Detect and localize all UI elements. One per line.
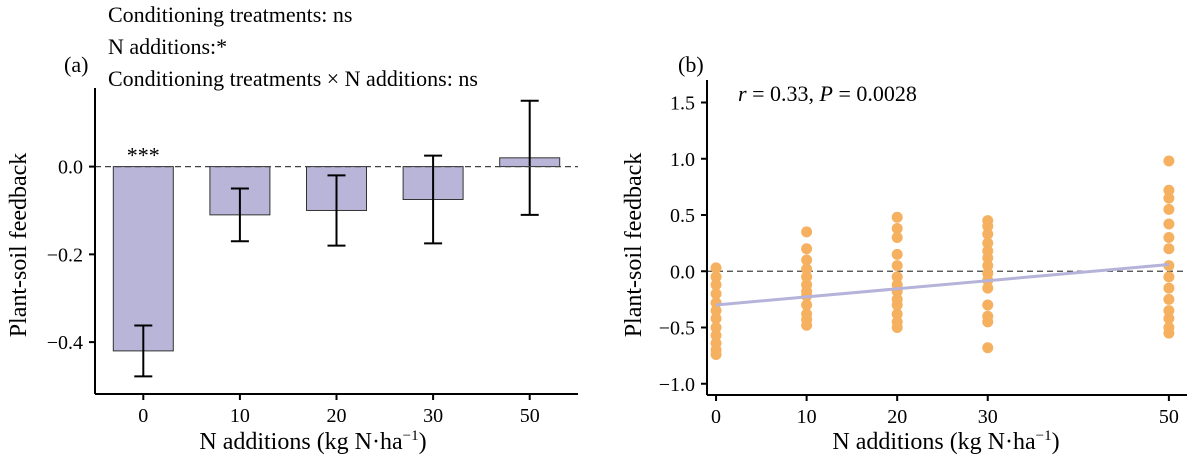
data-point xyxy=(982,237,994,249)
data-point xyxy=(710,329,722,341)
x-tick-label: 50 xyxy=(1159,406,1179,428)
data-point xyxy=(1163,293,1175,305)
stat-n-additions: N additions:* xyxy=(108,34,227,59)
x-tick-label: 30 xyxy=(423,405,443,427)
panel-b-label: (b) xyxy=(678,52,704,77)
y-tick-label: 0.5 xyxy=(670,205,695,227)
x-tick-label: 0 xyxy=(711,406,721,428)
data-point xyxy=(1163,184,1175,196)
data-point xyxy=(982,342,994,354)
data-point xyxy=(891,260,903,272)
data-point xyxy=(1163,232,1175,243)
data-point xyxy=(1163,282,1175,294)
data-point xyxy=(1163,305,1175,317)
y-tick-label: 0.0 xyxy=(58,157,83,179)
data-point xyxy=(710,349,722,360)
data-point xyxy=(982,252,994,264)
data-point xyxy=(1163,313,1175,324)
x-tick-label: 10 xyxy=(230,405,250,427)
data-point xyxy=(710,262,722,274)
error-bar-10 xyxy=(230,187,249,243)
x-tick-label: 20 xyxy=(887,406,907,428)
y-tick-label: −0.4 xyxy=(47,332,83,354)
y-tick-label: 1.0 xyxy=(670,149,695,171)
data-point xyxy=(710,313,722,324)
data-point xyxy=(982,228,994,240)
data-point xyxy=(891,232,903,243)
y-tick-label: −0.2 xyxy=(47,244,83,266)
data-point xyxy=(801,271,813,283)
panel-a-bar-chart: Conditioning treatments: ns N additions:… xyxy=(6,2,578,455)
data-point xyxy=(891,322,903,333)
x-tick-label: 30 xyxy=(978,406,998,428)
data-point xyxy=(982,220,994,232)
data-point xyxy=(710,271,722,283)
data-point xyxy=(891,271,903,283)
panel-b-scatter-plot: (b) r = 0.33, P = 0.0028 −1.0 −0.5 0.0 0.5 1… xyxy=(621,52,1187,455)
x-tick-label: 50 xyxy=(520,405,540,427)
data-point xyxy=(801,263,813,275)
y-axis-title: Plant-soil feedback xyxy=(621,153,647,338)
data-point xyxy=(801,226,813,238)
error-bar-30 xyxy=(424,154,443,245)
stat-conditioning: Conditioning treatments: ns xyxy=(108,2,352,27)
x-axis-title: N additions (kg N·ha−1) xyxy=(832,428,1059,455)
data-point xyxy=(801,243,813,255)
x-axis-title: N additions (kg N·ha−1) xyxy=(199,428,426,455)
error-bar-0 xyxy=(134,324,153,378)
data-point xyxy=(710,305,722,317)
data-point xyxy=(801,254,813,266)
data-point xyxy=(1163,192,1175,204)
data-point xyxy=(710,288,722,300)
data-point xyxy=(982,260,994,272)
y-tick-label: −1.0 xyxy=(659,374,695,396)
significance-label: *** xyxy=(127,143,160,168)
data-point xyxy=(1163,243,1175,255)
panel-a-label: (a) xyxy=(64,52,88,77)
data-point xyxy=(891,248,903,260)
data-point xyxy=(891,299,903,311)
data-point xyxy=(982,299,994,311)
data-point xyxy=(982,316,994,328)
data-point xyxy=(982,282,994,294)
error-bar-50 xyxy=(520,99,539,216)
data-point xyxy=(1163,203,1175,215)
data-point xyxy=(710,279,722,291)
y-tick-label: 0.0 xyxy=(670,261,695,283)
data-point xyxy=(1163,218,1175,230)
data-point xyxy=(801,319,813,331)
x-tick-label: 0 xyxy=(138,405,148,427)
y-tick-label: −0.5 xyxy=(659,318,695,340)
data-point xyxy=(801,299,813,311)
y-axis-title: Plant-soil feedback xyxy=(6,153,32,338)
stat-interaction: Conditioning treatments × N additions: n… xyxy=(108,66,478,91)
data-point xyxy=(891,211,903,223)
x-tick-label: 10 xyxy=(797,406,817,428)
bar-0 xyxy=(112,166,174,352)
regression-line xyxy=(715,263,1170,307)
data-point xyxy=(1163,327,1175,339)
data-point xyxy=(710,322,722,333)
y-tick-label: 1.5 xyxy=(670,93,695,115)
data-point xyxy=(891,223,903,234)
data-point xyxy=(1163,155,1175,167)
data-point xyxy=(891,308,903,320)
data-point xyxy=(1163,271,1175,283)
x-tick-label: 20 xyxy=(327,405,347,427)
correlation-annotation: r = 0.33, P = 0.0028 xyxy=(738,81,917,106)
error-bar-20 xyxy=(327,174,346,247)
